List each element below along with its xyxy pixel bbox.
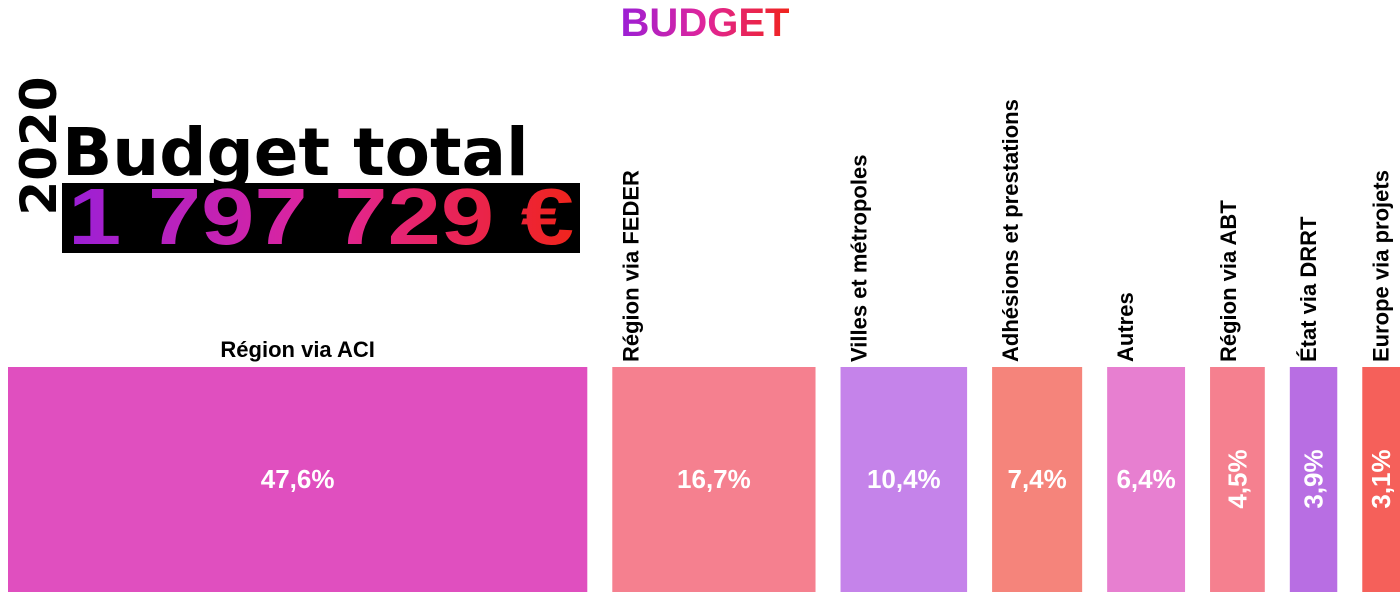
value-label: 3,9% (1299, 449, 1329, 508)
category-label: Région via FEDER (618, 170, 643, 362)
bar (612, 367, 816, 592)
bar (992, 367, 1083, 592)
bar (1289, 367, 1338, 592)
category-label: Adhésions et prestations (998, 99, 1023, 362)
bar (1362, 367, 1400, 592)
value-label: 16,7% (677, 464, 751, 494)
category-label: Europe via projets (1368, 170, 1393, 362)
chart-title: BUDGET (621, 1, 790, 45)
bar (1107, 367, 1186, 592)
total-box (62, 183, 580, 253)
category-label: Villes et métropoles (847, 155, 872, 362)
bar (840, 367, 968, 592)
bar (8, 367, 588, 592)
value-label: 6,4% (1116, 464, 1175, 494)
value-label: 3,1% (1366, 449, 1396, 508)
category-label: Région via ABT (1216, 200, 1241, 362)
value-label: 7,4% (1007, 464, 1066, 494)
category-label: Région via ACI (220, 337, 374, 362)
value-label: 4,5% (1222, 449, 1252, 508)
value-label: 10,4% (867, 464, 941, 494)
category-label: État via DRRT (1296, 216, 1321, 362)
year: 2020 (10, 76, 68, 215)
category-label: Autres (1113, 292, 1138, 362)
value-label: 47,6% (261, 464, 335, 494)
total: 1 797 729 € (68, 172, 574, 261)
subtitle: Budget total (62, 114, 529, 191)
bar (1210, 367, 1265, 592)
